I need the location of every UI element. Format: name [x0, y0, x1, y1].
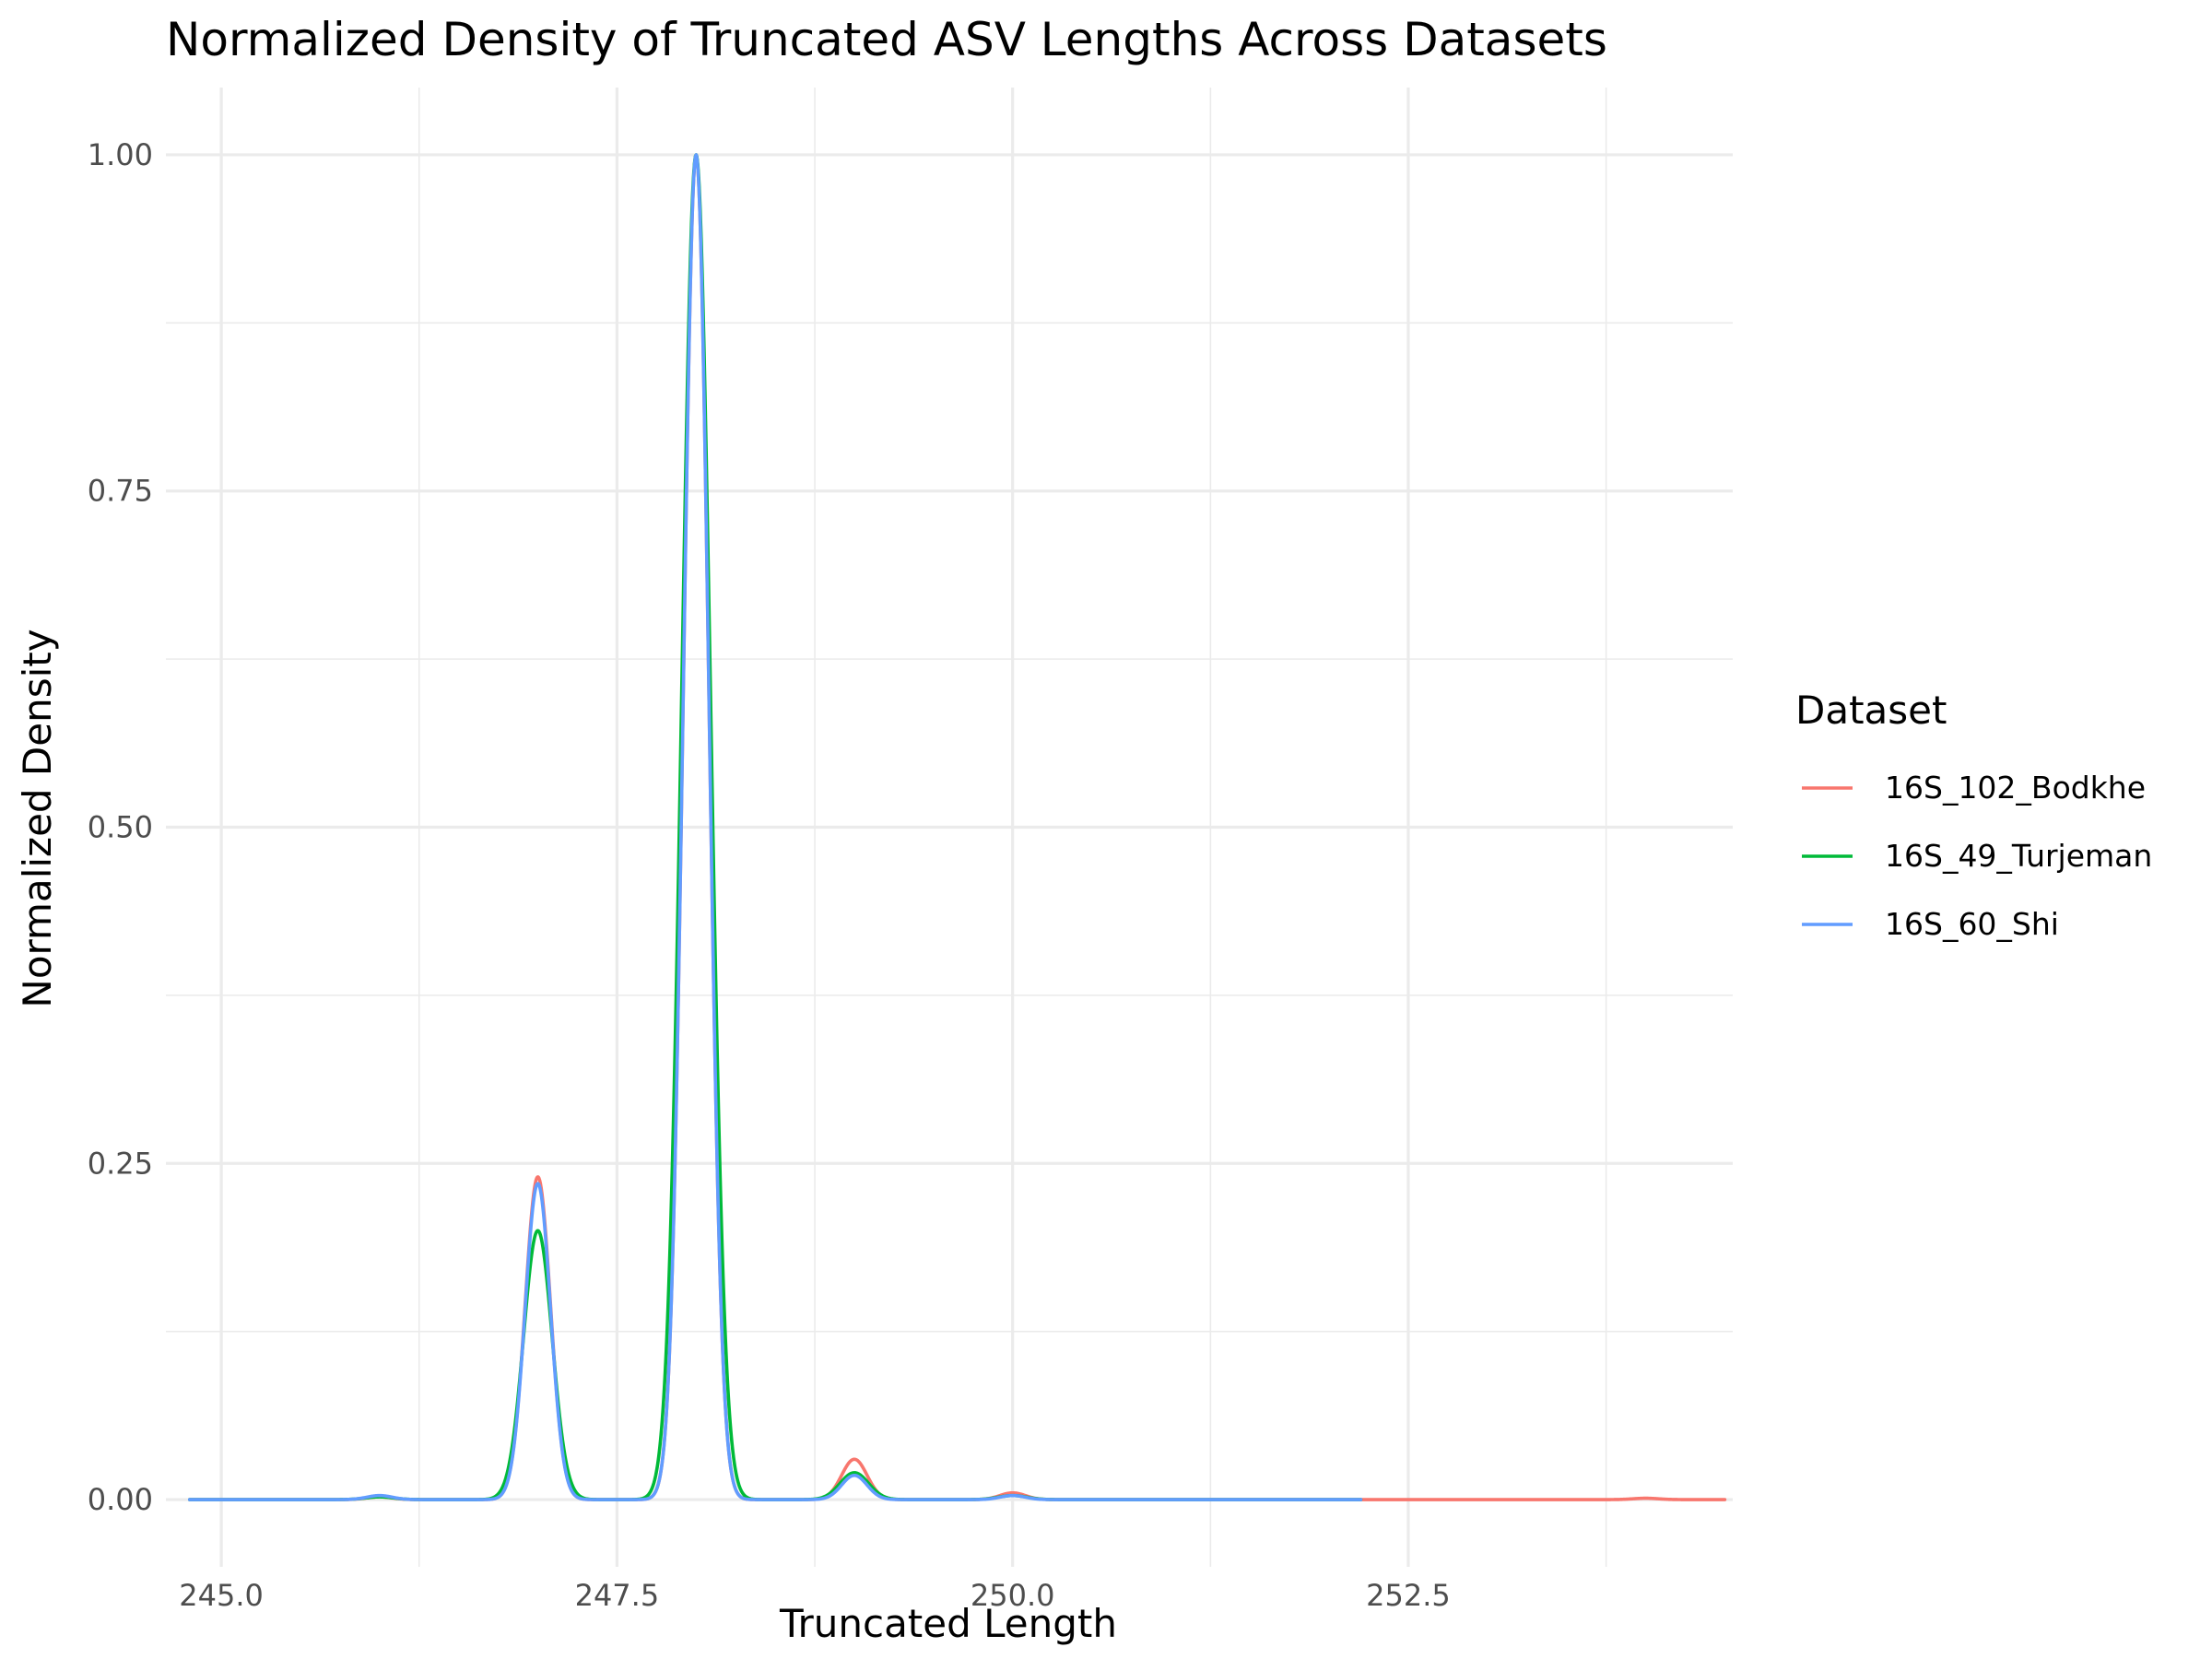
chart-title: Normalized Density of Truncated ASV Leng…	[166, 13, 1607, 66]
legend: Dataset 16S_102_Bodkhe 16S_49_Turjeman 16S…	[1795, 688, 2152, 942]
y-tick-label: 0.00	[88, 1482, 153, 1517]
legend-label-16s-60-shi: 16S_60_Shi	[1885, 906, 2059, 942]
y-tick-label: 0.75	[88, 474, 153, 509]
x-tick-label: 247.5	[575, 1578, 660, 1613]
legend-title: Dataset	[1795, 688, 1947, 733]
y-tick-label: 0.25	[88, 1146, 153, 1181]
x-tick-label: 245.0	[179, 1578, 264, 1613]
legend-label-16s-49-turjeman: 16S_49_Turjeman	[1885, 838, 2152, 874]
series-line-16s-60-shi	[187, 153, 1363, 1501]
x-tick-label: 250.0	[971, 1578, 1055, 1613]
legend-label-16s-102-bodkhe: 16S_102_Bodkhe	[1885, 770, 2146, 806]
x-axis-title: Truncated Length	[779, 1601, 1117, 1646]
x-tick-label: 252.5	[1366, 1578, 1451, 1613]
tick-labels: 245.0 247.5 250.0 252.5 0.00 0.25 0.50 0.75 1.00	[88, 137, 1451, 1613]
series-lines	[187, 153, 1727, 1501]
y-tick-label: 0.50	[88, 810, 153, 845]
y-axis-title: Normalized Density	[15, 629, 60, 1007]
y-tick-label: 1.00	[88, 137, 153, 172]
